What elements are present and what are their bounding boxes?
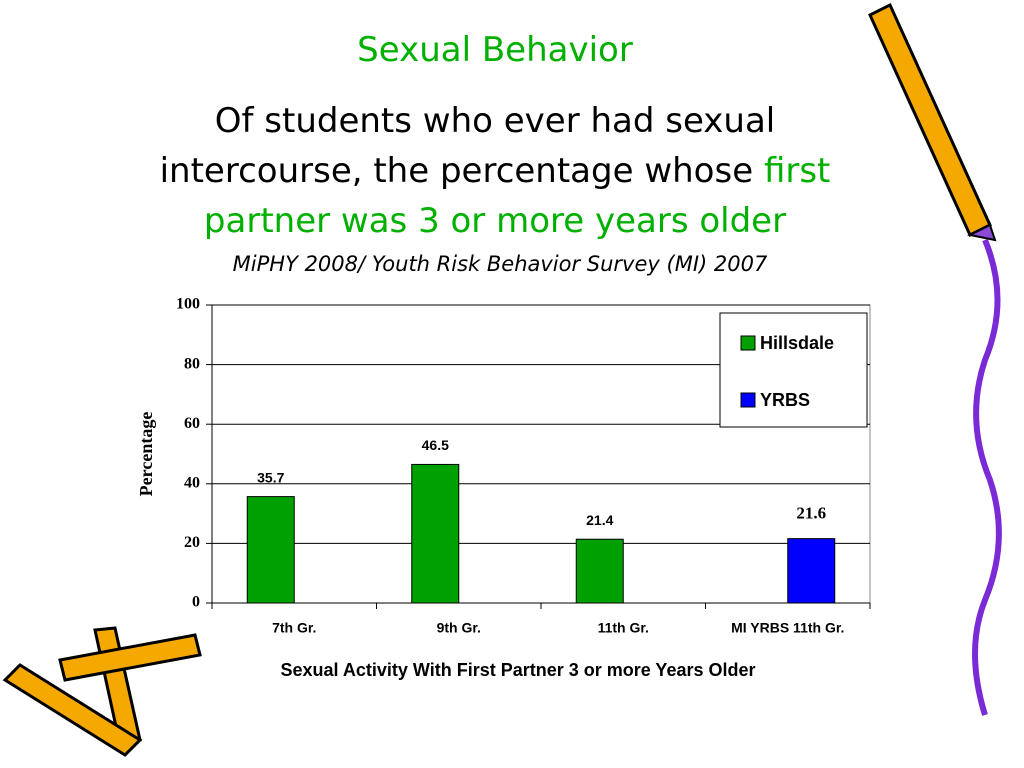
pencil-decoration [2,2,997,757]
legend-box [719,312,868,428]
decoration-squiggle [972,238,1002,716]
bar [575,538,624,604]
data-label: 21.4 [586,512,613,528]
y-tick-label: 60 [184,415,200,432]
legend-swatch [740,392,756,408]
legend-label: YRBS [760,390,810,410]
data-label: 35.7 [257,469,284,485]
y-tick-label: 40 [184,474,200,491]
bar [246,496,295,604]
y-tick-label: 20 [184,534,200,551]
data-label: 21.6 [796,504,826,523]
x-tick-label: 11th Gr. [598,620,649,636]
legend-swatch [740,335,756,351]
x-tick-label: MI YRBS 11th Gr. [731,620,844,636]
bar [411,463,460,604]
source: MiPHY 2008/ Youth Risk Behavior Survey (… [232,252,768,276]
x-tick-label: 7th Gr. [272,620,316,636]
y-tick-label: 80 [184,355,200,372]
x-tick-label: 9th Gr. [437,620,481,636]
data-label: 46.5 [422,437,449,453]
title: Sexual Behavior [357,30,633,70]
bar [787,538,836,604]
subtitle-text: Of students who ever had sexual intercou… [159,101,776,191]
subtitle-highlight: first partner was 3 or more years older [203,151,831,241]
y-axis-label: Percentage [136,412,156,497]
subtitle: Of students who ever had sexual intercou… [115,96,875,246]
legend-label: Hillsdale [760,333,834,353]
y-tick-label: 0 [192,594,200,611]
y-tick-label: 100 [176,296,200,313]
x-axis-label: Sexual Activity With First Partner 3 or … [280,660,755,680]
